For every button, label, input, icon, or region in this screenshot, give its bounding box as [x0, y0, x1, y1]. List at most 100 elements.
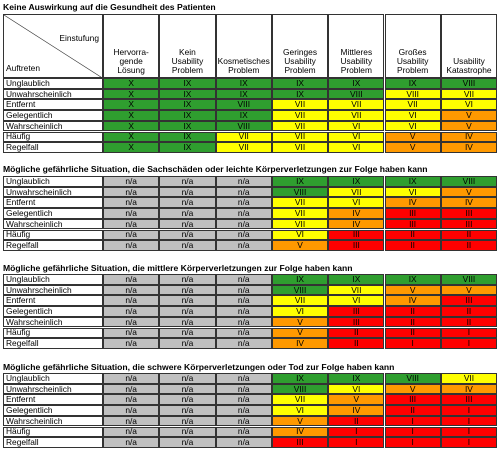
row-label: Unglaublich — [3, 78, 103, 89]
column-header: Kein Usability Problem — [159, 14, 216, 78]
rating-cell: n/a — [215, 405, 272, 416]
rating-cell: n/a — [215, 284, 272, 296]
rating-cell: n/a — [215, 208, 272, 219]
rating-cell: n/a — [159, 274, 216, 285]
rating-cell: III — [271, 437, 329, 448]
rating-cell: VIII — [440, 274, 498, 285]
rating-cell: VIII — [271, 186, 329, 198]
rating-cell: IX — [159, 131, 216, 143]
rating-cell: III — [328, 240, 385, 251]
rating-cell: X — [103, 99, 160, 111]
rating-cell: n/a — [103, 274, 160, 285]
rating-cell: IX — [328, 274, 385, 285]
rating-cell: II — [440, 240, 498, 251]
rating-cell: VII — [271, 295, 329, 307]
rating-cell: VI — [440, 99, 498, 111]
rating-cell: IX — [328, 78, 385, 89]
rating-cell: IX — [271, 274, 329, 285]
rating-cell: VII — [328, 186, 385, 198]
rating-cell: n/a — [159, 437, 216, 448]
row-label: Regelfall — [3, 437, 103, 448]
rating-cell: IX — [215, 110, 272, 121]
rating-cell: n/a — [159, 373, 216, 384]
section-title: Mögliche gefährliche Situation, die Sach… — [3, 164, 428, 174]
rating-cell: n/a — [103, 316, 160, 328]
rating-cell: VI — [384, 110, 441, 121]
rating-cell: VII — [271, 142, 329, 153]
rating-cell: n/a — [103, 405, 160, 416]
rating-cell: IV — [328, 208, 385, 219]
rating-cell: n/a — [159, 405, 216, 416]
row-label: Entfernt — [3, 394, 103, 406]
rating-cell: IV — [384, 197, 441, 209]
rating-cell: I — [440, 327, 498, 339]
rating-cell: II — [440, 306, 498, 317]
rating-cell: IX — [159, 142, 216, 153]
rating-cell: n/a — [215, 373, 272, 384]
rating-cell: VIII — [215, 120, 272, 132]
rating-cell: n/a — [215, 218, 272, 230]
rating-cell: n/a — [103, 437, 160, 448]
rating-cell: III — [440, 218, 498, 230]
rating-cell: n/a — [159, 197, 216, 209]
rating-cell: n/a — [103, 327, 160, 339]
rating-cell: I — [440, 426, 498, 438]
rating-cell: n/a — [215, 197, 272, 209]
rating-cell: IX — [271, 373, 329, 384]
rating-cell: I — [384, 426, 441, 438]
column-header: Großes Usability Problem — [384, 14, 441, 78]
column-header: Kosmetisches Problem — [215, 14, 272, 78]
rating-cell: n/a — [215, 295, 272, 307]
rating-cell: II — [384, 240, 441, 251]
rating-cell: III — [384, 208, 441, 219]
rating-cell: II — [384, 316, 441, 328]
row-label: Regelfall — [3, 142, 103, 153]
rating-cell: n/a — [215, 383, 272, 395]
row-label: Häufig — [3, 327, 103, 339]
rating-cell: VIII — [440, 176, 498, 187]
rating-cell: IX — [159, 99, 216, 111]
row-label: Wahrscheinlich — [3, 415, 103, 427]
rating-cell: II — [440, 316, 498, 328]
rating-cell: X — [103, 142, 160, 153]
corner-bottom: Auftreten — [6, 63, 40, 73]
rating-cell: I — [440, 437, 498, 448]
row-label: Wahrscheinlich — [3, 316, 103, 328]
rating-cell: VII — [215, 131, 272, 143]
rating-cell: VI — [328, 131, 385, 143]
rating-cell: n/a — [159, 284, 216, 296]
rating-cell: X — [103, 110, 160, 121]
row-label: Wahrscheinlich — [3, 120, 103, 132]
rating-cell: IX — [271, 78, 329, 89]
rating-cell: VII — [271, 208, 329, 219]
row-label: Gelegentlich — [3, 405, 103, 416]
rating-cell: I — [384, 437, 441, 448]
rating-cell: n/a — [159, 316, 216, 328]
rating-cell: II — [328, 338, 385, 349]
rating-cell: VII — [328, 110, 385, 121]
rating-cell: n/a — [159, 176, 216, 187]
rating-cell: n/a — [215, 316, 272, 328]
rating-cell: VII — [440, 88, 498, 100]
rating-cell: n/a — [103, 284, 160, 296]
column-header: Mittleres Usability Problem — [328, 14, 385, 78]
rating-cell: n/a — [103, 338, 160, 349]
rating-cell: n/a — [215, 338, 272, 349]
column-header: Hervorra- gende Lösung — [103, 14, 160, 78]
rating-cell: IV — [271, 338, 329, 349]
rating-cell: VII — [328, 99, 385, 111]
rating-cell: n/a — [159, 186, 216, 198]
rating-cell: n/a — [159, 327, 216, 339]
rating-cell: IV — [328, 218, 385, 230]
rating-cell: V — [384, 131, 441, 143]
rating-cell: VIII — [384, 373, 441, 384]
rating-cell: IX — [159, 120, 216, 132]
rating-cell: X — [103, 120, 160, 132]
row-label: Häufig — [3, 229, 103, 241]
rating-cell: IX — [159, 88, 216, 100]
rating-cell: I — [384, 415, 441, 427]
rating-cell: V — [271, 316, 329, 328]
rating-cell: I — [328, 426, 385, 438]
rating-cell: n/a — [215, 229, 272, 241]
